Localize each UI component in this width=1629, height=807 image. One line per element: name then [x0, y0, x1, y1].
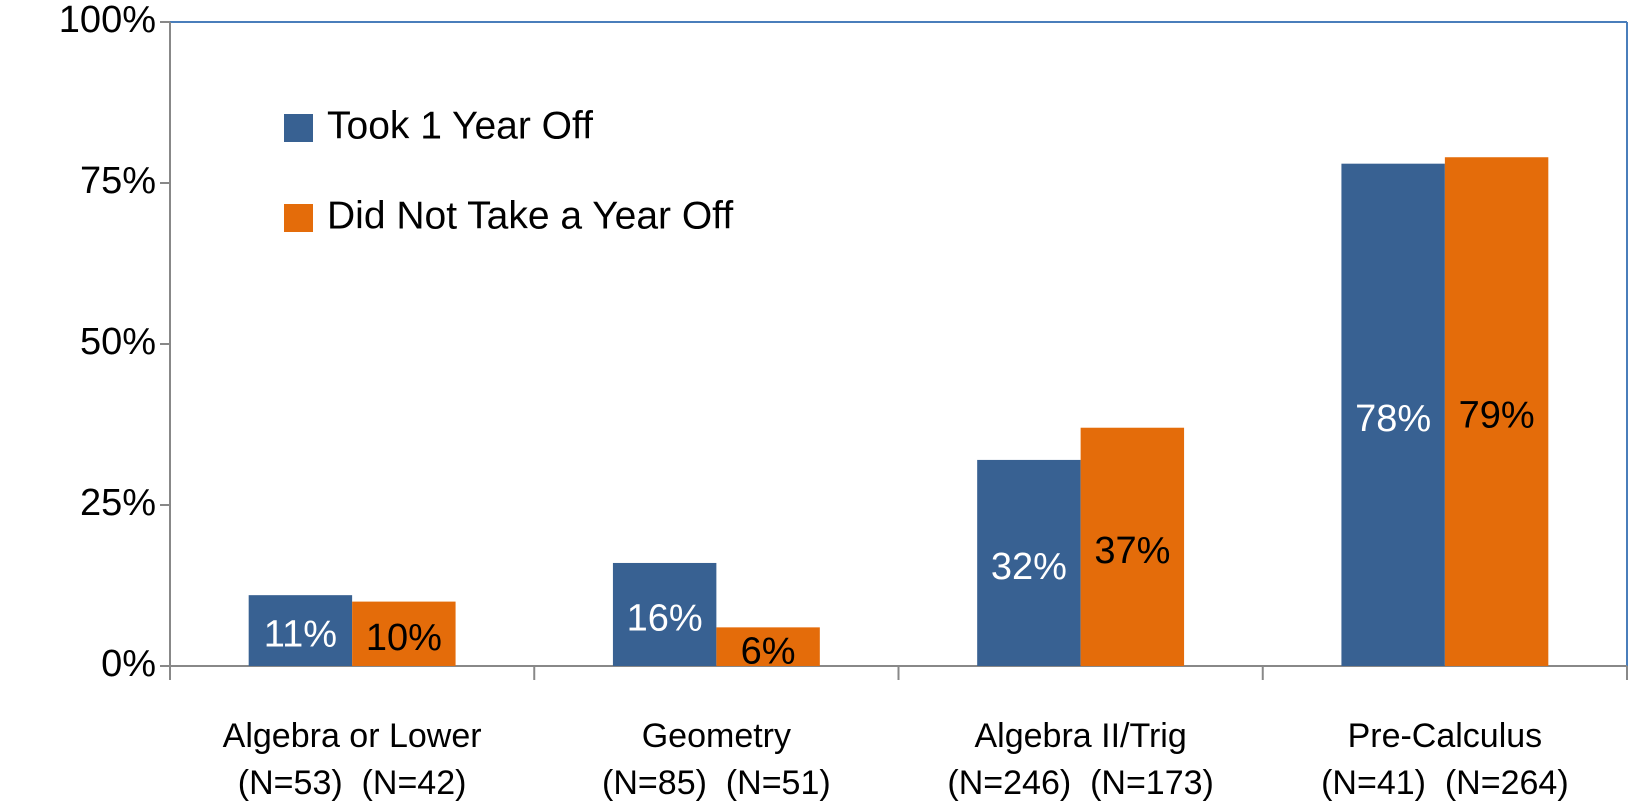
- bar: [1341, 163, 1445, 666]
- x-tick-label: Pre-Calculus: [1348, 717, 1543, 755]
- bar: [1444, 157, 1549, 667]
- x-tick-sublabel: (N=246) (N=173): [947, 764, 1213, 802]
- x-tick-label: Algebra II/Trig: [974, 717, 1186, 755]
- data-label: 37%: [1094, 530, 1170, 572]
- y-tick-label: 0%: [101, 643, 156, 685]
- legend-label: Did Not Take a Year Off: [327, 194, 733, 237]
- x-tick-label: Geometry: [642, 717, 791, 755]
- legend-swatch: [284, 114, 313, 142]
- x-tick-sublabel: (N=41) (N=264): [1321, 764, 1569, 802]
- data-label: 32%: [991, 546, 1067, 588]
- y-tick-label: 50%: [80, 321, 156, 363]
- data-label: 11%: [264, 614, 337, 656]
- x-tick-sublabel: (N=53) (N=42): [238, 764, 467, 802]
- bar: [977, 459, 1081, 666]
- legend-label: Took 1 Year Off: [327, 104, 593, 147]
- bar: [352, 601, 456, 666]
- y-tick-label: 25%: [80, 482, 156, 524]
- x-tick-sublabel: (N=85) (N=51): [602, 764, 831, 802]
- bar: [612, 562, 717, 666]
- data-label: 6%: [741, 630, 796, 672]
- legend-swatch: [284, 204, 313, 232]
- bar: [716, 627, 820, 666]
- data-label: 16%: [627, 598, 703, 640]
- y-tick-label: 75%: [80, 160, 156, 202]
- y-tick-label: 100%: [59, 0, 156, 41]
- bar: [248, 595, 353, 666]
- x-tick-label: Algebra or Lower: [223, 717, 482, 755]
- data-label: 78%: [1355, 398, 1431, 440]
- data-label: 10%: [366, 617, 442, 659]
- data-label: 79%: [1459, 395, 1535, 437]
- bar: [1080, 427, 1185, 666]
